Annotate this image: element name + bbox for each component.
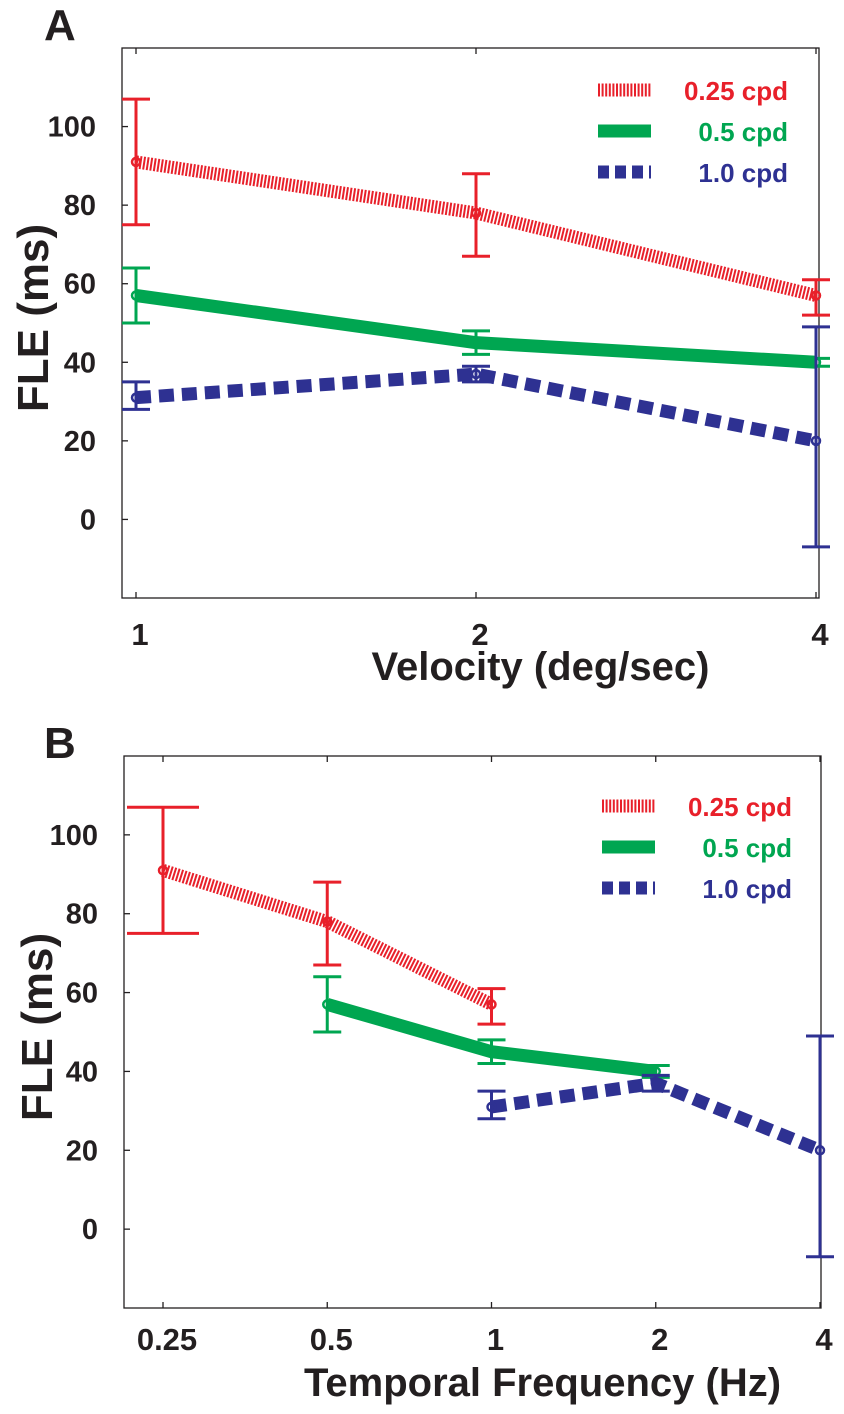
panel-label: B: [44, 719, 76, 768]
series-0-5-cpd: [313, 975, 670, 1079]
series-line: [135, 367, 818, 448]
data-point: [157, 865, 169, 876]
data-point: [810, 435, 822, 447]
legend-label: 0.5 cpd: [702, 833, 792, 863]
y-axis-label: FLE (ms): [9, 224, 58, 412]
series-0-25-cpd: [127, 805, 506, 1026]
x-tick-label: 2: [471, 617, 488, 652]
y-tick-label: 40: [66, 1056, 98, 1088]
legend-label: 0.25 cpd: [684, 76, 788, 106]
y-tick-label: 0: [82, 1214, 98, 1246]
x-tick-label: 2: [651, 1322, 668, 1357]
panel-B: B 0 20 40 60 80 100 0.25 0.5 1 2 4 Temporal Frequenc…: [13, 719, 834, 1405]
x-tick-label: 4: [815, 1322, 833, 1357]
data-point: [130, 392, 142, 403]
series-0-5-cpd: [122, 266, 830, 369]
data-point: [486, 999, 497, 1010]
y-axis-label: FLE (ms): [13, 933, 62, 1121]
series-1-0-cpd: [122, 325, 830, 549]
x-tick-label: 1: [487, 1322, 504, 1357]
legend-label: 1.0 cpd: [702, 874, 792, 904]
y-tick-label: 40: [64, 347, 96, 379]
data-point: [130, 156, 142, 168]
legend-label: 0.5 cpd: [698, 117, 788, 147]
series-line: [490, 1076, 823, 1157]
data-point: [810, 290, 822, 301]
y-tick-label: 100: [48, 112, 96, 144]
data-point: [470, 368, 482, 380]
data-point: [130, 290, 142, 301]
x-tick-label: 0.25: [137, 1322, 197, 1357]
x-tick-label: 4: [811, 617, 829, 652]
x-tick-label: 0.5: [310, 1322, 353, 1357]
series-line: [135, 289, 817, 369]
y-tick-label: 20: [64, 426, 96, 458]
axes-frame: [123, 755, 822, 1309]
legend-label: 0.25 cpd: [688, 792, 792, 822]
data-point: [650, 1078, 661, 1089]
y-tick-label: 20: [66, 1135, 98, 1167]
data-point: [486, 1101, 497, 1113]
data-point: [486, 1046, 497, 1057]
series-line: [135, 155, 818, 302]
x-tick-label: 1: [131, 617, 148, 652]
y-tick-label: 100: [50, 820, 98, 852]
y-tick-label: 0: [80, 504, 96, 536]
y-tick-label: 80: [64, 190, 96, 222]
y-tick-label: 60: [66, 978, 98, 1010]
panel-label: A: [44, 1, 76, 50]
series-line: [325, 998, 657, 1078]
panel-A: A 0 20 40 60 80 100 1 2 4 Velocity (deg/sec) FLE (m…: [9, 1, 830, 689]
y-tick-label: 80: [66, 899, 98, 931]
data-point: [814, 1145, 826, 1156]
legend-label: 1.0 cpd: [698, 158, 788, 188]
series-1-0-cpd: [477, 1034, 834, 1259]
data-point: [322, 916, 333, 927]
data-point: [322, 999, 333, 1010]
data-point: [470, 207, 482, 219]
y-tick-label: 60: [64, 269, 96, 301]
series-0-25-cpd: [122, 97, 830, 317]
data-point: [470, 337, 482, 348]
x-axis-label: Temporal Frequency (Hz): [304, 1361, 781, 1405]
x-axis-label: Velocity (deg/sec): [372, 645, 710, 689]
